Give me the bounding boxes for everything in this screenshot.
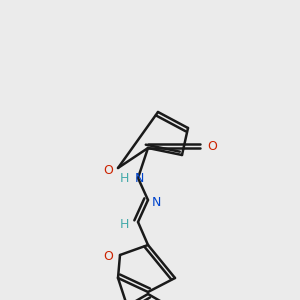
Text: O: O <box>207 140 217 152</box>
Text: O: O <box>103 250 113 263</box>
Text: N: N <box>134 172 144 185</box>
Text: N: N <box>151 196 161 208</box>
Text: H: H <box>119 172 129 185</box>
Text: H: H <box>119 218 129 230</box>
Text: O: O <box>103 164 113 176</box>
